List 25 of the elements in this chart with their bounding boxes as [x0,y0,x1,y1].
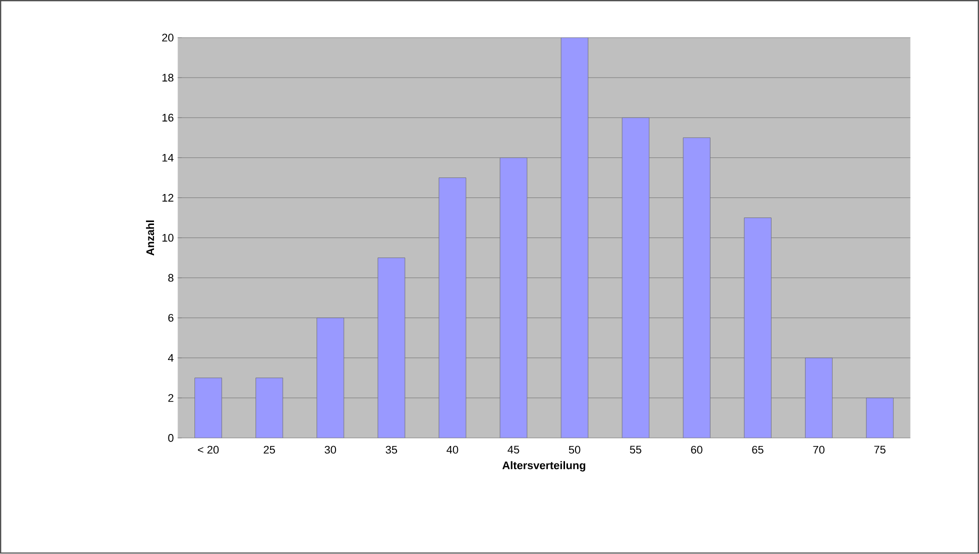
x-tick-label: 70 [813,446,824,454]
y-tick-label: 0 [168,434,174,442]
x-tick-label: 45 [508,446,520,454]
y-tick-label: 6 [168,314,174,322]
x-tick-label: 55 [630,446,642,454]
y-tick-label: 12 [162,194,174,202]
x-tick-label: 40 [446,446,458,454]
y-tick-label: 8 [168,274,174,282]
y-tick-label: 2 [168,394,174,402]
x-tick-label: 35 [386,446,398,454]
y-axis-title: Anzahl [146,220,154,256]
y-tick-label: 20 [162,34,174,42]
x-tick-label: 75 [874,446,886,454]
x-tick-label: 65 [752,446,764,454]
y-tick-label: 14 [162,154,174,162]
x-axis-title: Altersverteilung [502,461,586,472]
x-tick-label: 50 [568,446,580,454]
x-tick-label: 60 [691,446,702,454]
x-tick-label: 25 [264,446,275,454]
y-tick-label: 10 [162,234,174,242]
y-tick-label: 4 [168,354,174,362]
x-tick-label: 30 [324,446,336,454]
x-tick-label: < 20 [198,446,219,454]
y-tick-label: 18 [162,74,174,82]
y-tick-label: 16 [162,114,174,122]
